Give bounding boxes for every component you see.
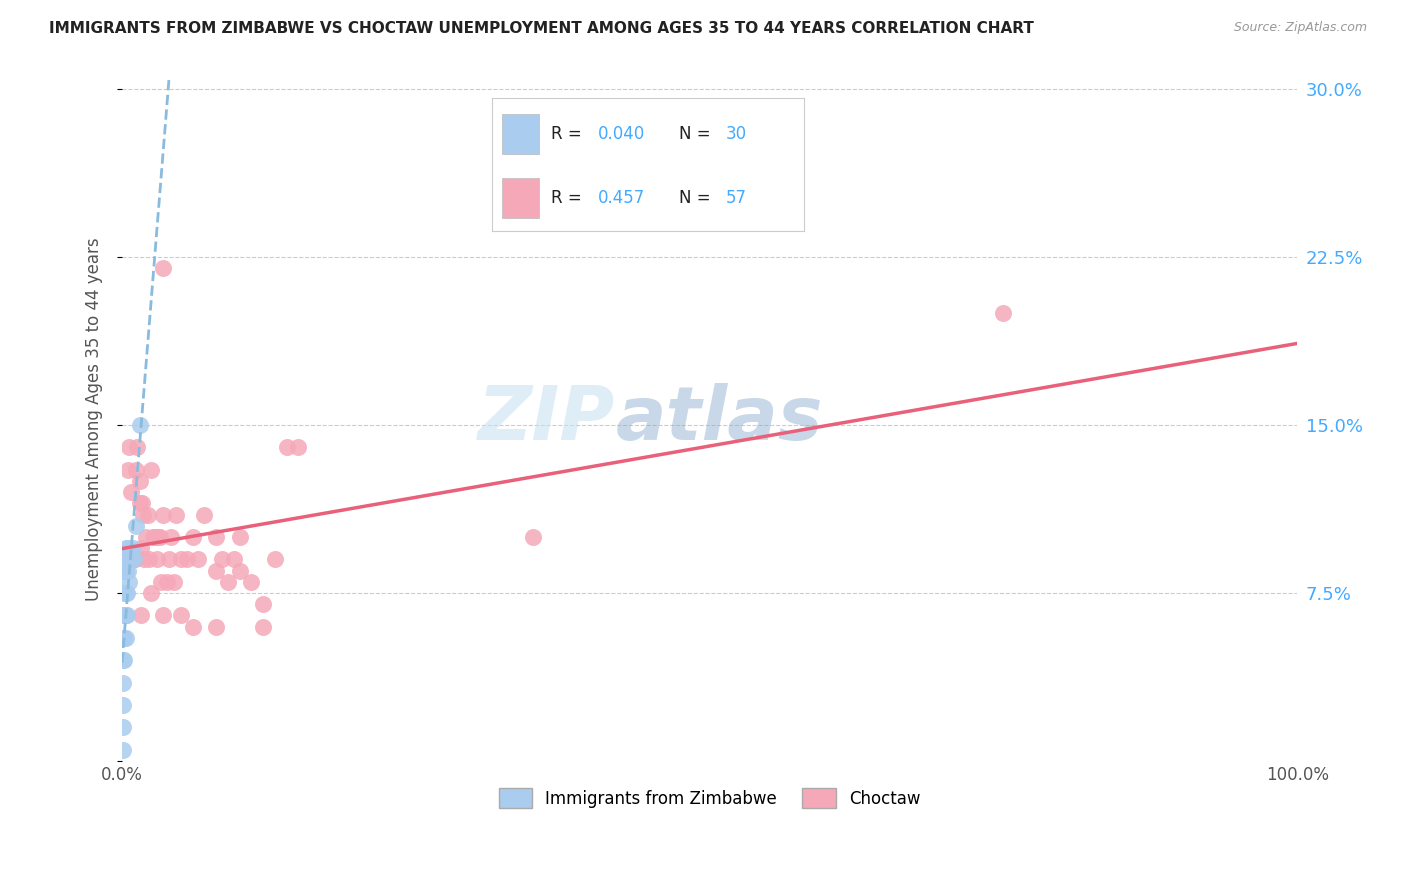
Text: ZIP: ZIP [478,383,616,456]
Point [112,653,135,667]
Point [217,574,239,589]
Point [152,508,174,522]
Point [117,564,139,578]
Text: atlas: atlas [616,383,823,456]
Point [134,552,156,566]
Point [141,463,163,477]
Text: Source: ZipAtlas.com: Source: ZipAtlas.com [1233,21,1367,34]
Point [121,541,143,556]
Point [128,417,150,432]
Point [163,574,186,589]
Point [205,619,228,633]
Point [160,530,183,544]
Point [122,552,145,566]
Point [263,552,285,566]
Point [228,530,250,544]
Point [176,552,198,566]
Point [181,619,204,633]
Point [120,552,142,566]
Point [114,541,136,556]
Point [170,552,193,566]
Point [112,721,135,735]
Point [252,619,274,633]
Point [112,675,135,690]
Point [112,631,135,645]
Point [131,496,153,510]
Point [118,440,141,454]
Point [114,608,136,623]
Point [120,485,142,500]
Point [181,530,204,544]
Point [205,564,228,578]
Point [170,608,193,623]
Point [276,440,298,454]
Point [127,440,149,454]
Point [156,574,179,589]
Point [146,552,169,566]
Point [157,552,180,566]
Point [152,608,174,623]
Point [117,541,139,556]
Point [136,508,159,522]
Text: IMMIGRANTS FROM ZIMBABWE VS CHOCTAW UNEMPLOYMENT AMONG AGES 35 TO 44 YEARS CORRE: IMMIGRANTS FROM ZIMBABWE VS CHOCTAW UNEM… [49,21,1033,36]
Point [222,552,245,566]
Point [118,552,141,566]
Point [522,530,544,544]
Point [117,463,139,477]
Point [112,698,135,712]
Point [152,260,174,275]
Point [138,552,160,566]
Point [124,552,146,566]
Point [118,574,141,589]
Point [205,530,228,544]
Point [112,608,135,623]
Point [125,518,148,533]
Point [128,496,150,510]
Point [148,530,170,544]
Point [132,508,155,522]
Point [211,552,233,566]
Point [112,564,135,578]
Point [143,530,166,544]
Point [993,306,1015,320]
Point [252,597,274,611]
Point [115,608,138,623]
Point [149,574,172,589]
Point [112,743,135,757]
Point [129,608,152,623]
Point [112,586,135,600]
Point [112,653,135,667]
Point [240,574,263,589]
Point [128,474,150,488]
Point [165,508,187,522]
Point [149,530,172,544]
Point [129,541,152,556]
Point [114,586,136,600]
Point [115,552,138,566]
Point [125,463,148,477]
Point [115,586,138,600]
Point [193,508,215,522]
Point [287,440,309,454]
Y-axis label: Unemployment Among Ages 35 to 44 years: Unemployment Among Ages 35 to 44 years [86,237,103,601]
Point [122,552,145,566]
Point [187,552,209,566]
Point [112,608,135,623]
Point [114,564,136,578]
Point [120,552,142,566]
Point [121,552,143,566]
Point [228,564,250,578]
Point [114,631,136,645]
Point [142,530,165,544]
Point [112,631,135,645]
Point [135,530,157,544]
Point [141,586,163,600]
Legend: Immigrants from Zimbabwe, Choctaw: Immigrants from Zimbabwe, Choctaw [492,781,927,814]
